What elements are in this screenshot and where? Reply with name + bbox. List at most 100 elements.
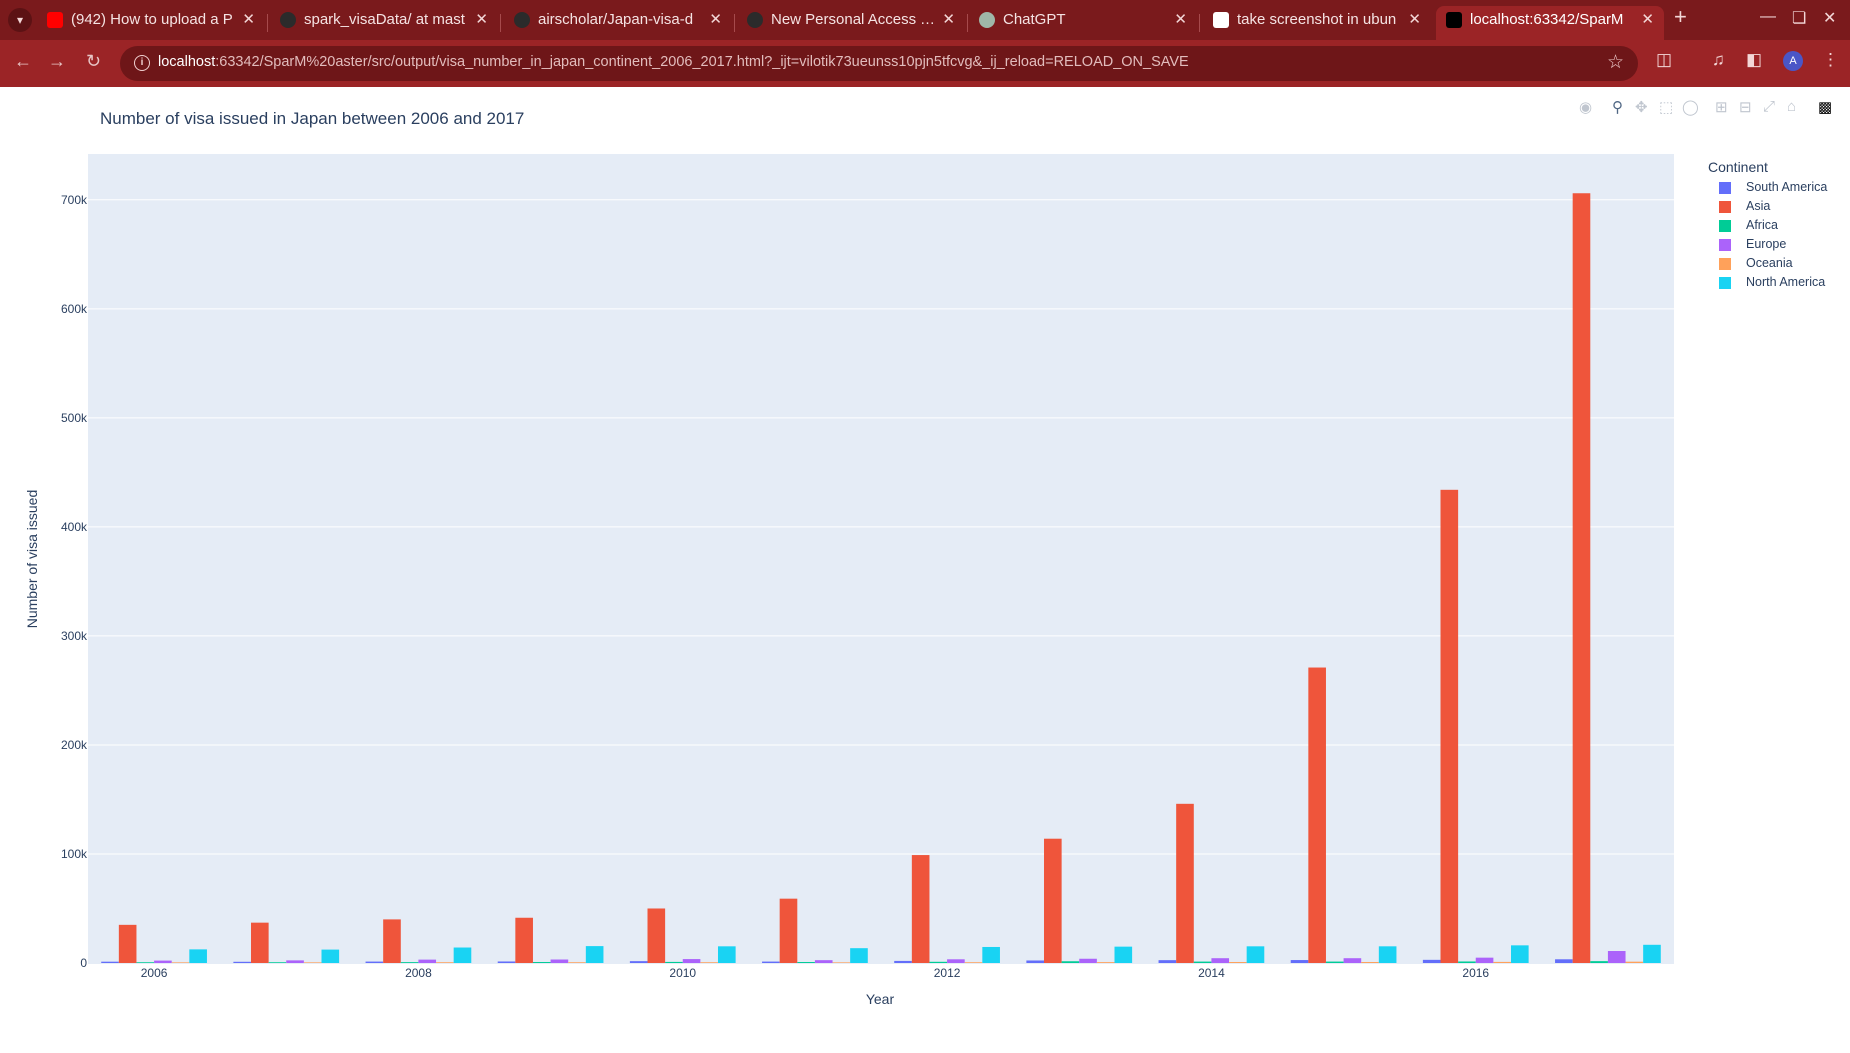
autoscale-icon[interactable]: ⤢ bbox=[1763, 98, 1776, 115]
bar-north-america-2014[interactable] bbox=[1246, 946, 1265, 963]
bar-asia-2009[interactable] bbox=[515, 917, 533, 963]
back-button[interactable]: ← bbox=[14, 51, 32, 71]
bar-south-america-2007[interactable] bbox=[233, 961, 252, 963]
address-bar[interactable]: i localhost:63342/SparM%20aster/src/outp… bbox=[120, 46, 1638, 81]
bar-south-america-2016[interactable] bbox=[1422, 959, 1441, 963]
zoom-icon[interactable]: ⚲ bbox=[1612, 99, 1623, 116]
bar-africa-2015[interactable] bbox=[1325, 961, 1344, 963]
browser-tab[interactable]: take screenshot in ubun ✕ bbox=[1203, 6, 1431, 40]
bar-oceania-2013[interactable] bbox=[1096, 962, 1115, 963]
bar-south-america-2006[interactable] bbox=[101, 961, 119, 963]
bar-oceania-2009[interactable] bbox=[568, 962, 586, 963]
bar-europe-2006[interactable] bbox=[154, 960, 172, 963]
lasso-select-icon[interactable]: ◯ bbox=[1682, 99, 1699, 116]
tab-close-icon[interactable]: ✕ bbox=[1174, 11, 1187, 28]
bookmark-star-icon[interactable]: ☆ bbox=[1606, 52, 1624, 73]
bar-africa-2013[interactable] bbox=[1061, 961, 1080, 963]
tab-close-icon[interactable]: ✕ bbox=[1408, 11, 1421, 28]
bar-south-america-2008[interactable] bbox=[365, 961, 384, 963]
bar-south-america-2014[interactable] bbox=[1158, 960, 1177, 963]
bar-europe-2007[interactable] bbox=[286, 960, 304, 963]
bar-oceania-2011[interactable] bbox=[832, 962, 851, 963]
side-panel-icon[interactable]: ◧ bbox=[1746, 50, 1763, 69]
bar-south-america-2009[interactable] bbox=[497, 961, 516, 963]
bar-europe-2009[interactable] bbox=[550, 959, 569, 963]
reset-axes-icon[interactable]: ⌂ bbox=[1787, 98, 1797, 115]
bar-asia-2012[interactable] bbox=[911, 855, 930, 963]
site-info-icon[interactable]: i bbox=[134, 55, 150, 71]
bar-europe-2014[interactable] bbox=[1211, 958, 1230, 963]
tab-close-icon[interactable]: ✕ bbox=[242, 11, 255, 28]
bar-asia-2013[interactable] bbox=[1044, 838, 1062, 963]
browser-tab[interactable]: airscholar/Japan-visa-d ✕ bbox=[504, 6, 732, 40]
bar-asia-2014[interactable] bbox=[1176, 803, 1194, 963]
bar-south-america-2015[interactable] bbox=[1290, 960, 1309, 963]
bar-africa-2006[interactable] bbox=[136, 962, 155, 963]
extensions-icon[interactable]: ◫ bbox=[1656, 50, 1673, 69]
plotly-logo-icon[interactable]: ▩ bbox=[1818, 99, 1833, 116]
bar-south-america-2017[interactable] bbox=[1555, 959, 1573, 963]
bar-oceania-2007[interactable] bbox=[303, 962, 322, 963]
bar-africa-2011[interactable] bbox=[797, 962, 815, 963]
bar-south-america-2013[interactable] bbox=[1026, 960, 1045, 963]
bar-south-america-2011[interactable] bbox=[762, 961, 780, 963]
new-tab-button[interactable]: + bbox=[1674, 4, 1687, 29]
close-window-icon[interactable]: ✕ bbox=[1823, 10, 1837, 27]
bar-africa-2009[interactable] bbox=[532, 962, 551, 963]
camera-icon[interactable]: ◉ bbox=[1579, 99, 1593, 116]
bar-europe-2016[interactable] bbox=[1475, 957, 1494, 963]
bar-asia-2011[interactable] bbox=[779, 898, 798, 963]
browser-tab[interactable]: ChatGPT ✕ bbox=[969, 6, 1197, 40]
pan-icon[interactable]: ✥ bbox=[1635, 99, 1648, 116]
bar-asia-2015[interactable] bbox=[1308, 667, 1326, 963]
bar-oceania-2008[interactable] bbox=[436, 962, 454, 963]
bar-north-america-2016[interactable] bbox=[1510, 945, 1529, 963]
url-text[interactable]: localhost:63342/SparM%20aster/src/output… bbox=[158, 54, 1189, 70]
bar-oceania-2014[interactable] bbox=[1229, 962, 1247, 963]
bar-oceania-2012[interactable] bbox=[964, 962, 983, 963]
browser-tab[interactable]: localhost:63342/SparM ✕ bbox=[1436, 6, 1664, 40]
bar-europe-2013[interactable] bbox=[1079, 958, 1097, 963]
bar-north-america-2017[interactable] bbox=[1643, 944, 1661, 963]
box-select-icon[interactable]: ⬚ bbox=[1659, 99, 1674, 116]
bar-asia-2008[interactable] bbox=[383, 919, 401, 963]
bar-asia-2006[interactable] bbox=[118, 924, 137, 963]
bar-north-america-2009[interactable] bbox=[585, 946, 604, 963]
profile-avatar[interactable]: A bbox=[1783, 51, 1803, 71]
bar-oceania-2010[interactable] bbox=[700, 962, 718, 963]
bar-africa-2012[interactable] bbox=[929, 961, 948, 963]
bar-europe-2017[interactable] bbox=[1607, 951, 1626, 963]
bar-oceania-2017[interactable] bbox=[1625, 961, 1644, 963]
tab-search-menu-button[interactable]: ▾ bbox=[8, 8, 32, 32]
tab-close-icon[interactable]: ✕ bbox=[1641, 11, 1654, 28]
bar-oceania-2006[interactable] bbox=[171, 962, 190, 963]
bar-europe-2010[interactable] bbox=[682, 959, 701, 963]
bar-africa-2007[interactable] bbox=[268, 962, 287, 963]
bar-south-america-2012[interactable] bbox=[894, 960, 912, 963]
bar-africa-2014[interactable] bbox=[1193, 961, 1212, 963]
bar-africa-2017[interactable] bbox=[1590, 961, 1608, 963]
browser-tab[interactable]: (942) How to upload a P ✕ bbox=[37, 6, 265, 40]
bar-asia-2016[interactable] bbox=[1440, 489, 1459, 963]
browser-tab[interactable]: New Personal Access To ✕ bbox=[737, 6, 965, 40]
zoom-out-icon[interactable]: ⊟ bbox=[1739, 99, 1752, 116]
bar-oceania-2016[interactable] bbox=[1493, 961, 1511, 963]
bar-north-america-2007[interactable] bbox=[321, 949, 340, 963]
bar-asia-2007[interactable] bbox=[251, 922, 269, 963]
media-controls-icon[interactable]: ♫ bbox=[1712, 50, 1725, 69]
bar-europe-2011[interactable] bbox=[814, 960, 833, 963]
zoom-in-icon[interactable]: ⊞ bbox=[1715, 99, 1728, 116]
restore-icon[interactable]: ❏ bbox=[1792, 10, 1807, 27]
bar-asia-2010[interactable] bbox=[647, 908, 666, 963]
bar-africa-2016[interactable] bbox=[1458, 961, 1476, 963]
reload-button[interactable]: ↻ bbox=[86, 51, 102, 71]
bar-north-america-2006[interactable] bbox=[189, 949, 207, 963]
bar-europe-2015[interactable] bbox=[1343, 958, 1362, 963]
bar-south-america-2010[interactable] bbox=[629, 961, 648, 963]
bar-oceania-2015[interactable] bbox=[1361, 962, 1379, 963]
bar-north-america-2015[interactable] bbox=[1378, 946, 1397, 963]
bar-north-america-2008[interactable] bbox=[453, 947, 472, 963]
minimize-icon[interactable]: — bbox=[1760, 8, 1776, 25]
bar-north-america-2011[interactable] bbox=[850, 948, 868, 963]
browser-tab[interactable]: spark_visaData/ at mast ✕ bbox=[270, 6, 498, 40]
